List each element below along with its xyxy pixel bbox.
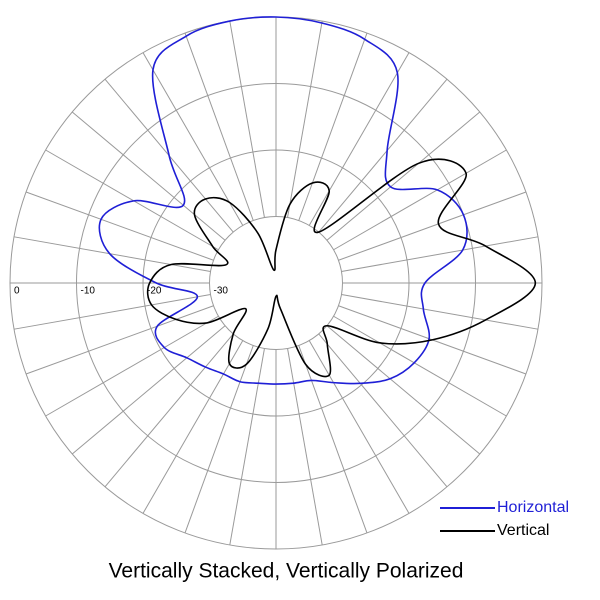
spoke <box>333 149 507 251</box>
r-tick-label: -30 <box>214 286 229 297</box>
r-tick-label: -10 <box>81 286 96 297</box>
spoke <box>287 348 323 546</box>
pattern-line <box>146 158 537 378</box>
spoke <box>298 32 368 221</box>
spoke <box>333 315 507 417</box>
spoke <box>338 191 527 261</box>
spoke <box>229 348 265 546</box>
legend-label: Horizontal <box>497 499 569 516</box>
spoke <box>45 315 219 417</box>
spoke <box>142 52 244 226</box>
spoke <box>308 52 410 226</box>
spoke <box>184 32 254 221</box>
spoke <box>326 111 481 241</box>
spoke <box>318 333 448 488</box>
spoke <box>25 191 214 261</box>
spoke <box>71 111 226 241</box>
chart-title: Vertically Stacked, Vertically Polarized <box>109 560 464 583</box>
spoke <box>326 325 481 455</box>
spoke <box>308 340 410 514</box>
spoke <box>318 78 448 233</box>
spoke <box>45 149 219 251</box>
spoke <box>184 345 254 534</box>
spoke <box>341 294 539 330</box>
spoke <box>104 333 234 488</box>
pattern-line <box>98 16 468 385</box>
spoke <box>341 236 539 272</box>
spoke <box>298 345 368 534</box>
spoke <box>287 20 323 218</box>
spoke <box>13 294 211 330</box>
r-tick-label: 0 <box>14 286 20 297</box>
spoke <box>229 20 265 218</box>
spoke <box>13 236 211 272</box>
spoke <box>71 325 226 455</box>
r-tick-label: -20 <box>147 286 162 297</box>
spoke <box>142 340 244 514</box>
legend-label: Vertical <box>497 522 549 539</box>
spoke <box>25 305 214 375</box>
